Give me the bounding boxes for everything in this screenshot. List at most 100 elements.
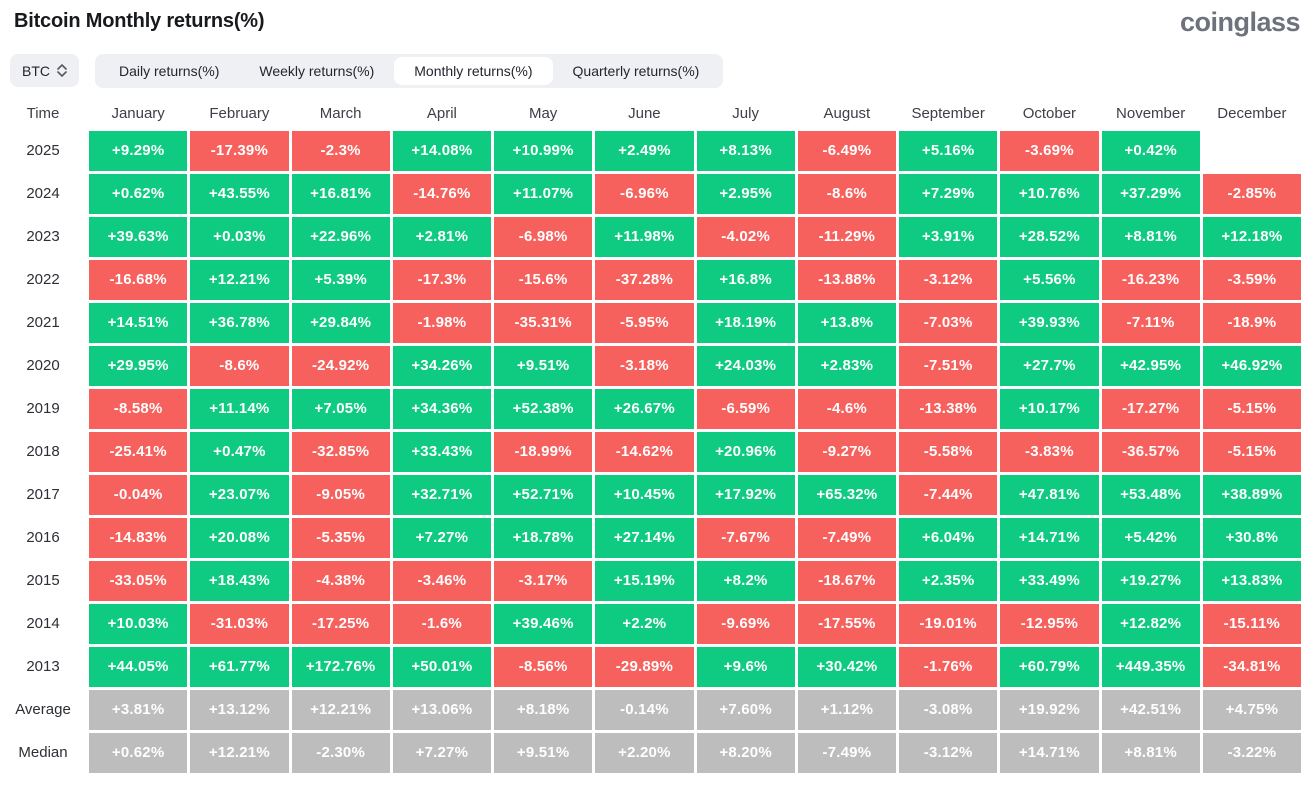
return-cell: +65.32%: [797, 474, 896, 515]
return-cell: -7.44%: [899, 474, 998, 515]
month-column-header: February: [209, 105, 270, 123]
row-label-2024: 2024: [26, 185, 60, 203]
symbol-select-value: BTC: [22, 62, 50, 79]
return-cell: -14.62%: [595, 431, 694, 472]
return-cell: -8.6%: [797, 173, 896, 214]
month-column-header: October: [1022, 105, 1077, 123]
return-cell: -7.11%: [1101, 302, 1200, 343]
return-cell: +24.03%: [696, 345, 795, 386]
return-cell: +9.51%: [494, 732, 593, 773]
row-label-2023: 2023: [26, 228, 60, 246]
row-label-2017: 2017: [26, 486, 60, 504]
return-cell: -7.03%: [899, 302, 998, 343]
return-cell: +2.83%: [797, 345, 896, 386]
return-cell: +37.29%: [1101, 173, 1200, 214]
return-cell: -37.28%: [595, 259, 694, 300]
return-cell: +2.81%: [392, 216, 491, 257]
return-cell: +2.95%: [696, 173, 795, 214]
return-cell: -3.69%: [1000, 130, 1099, 171]
return-cell: +36.78%: [190, 302, 289, 343]
return-cell: -2.85%: [1202, 173, 1301, 214]
tab-daily-returns[interactable]: Daily returns(%): [119, 62, 220, 79]
return-cell: +39.46%: [494, 603, 593, 644]
return-cell: +50.01%: [392, 646, 491, 687]
return-cell: +0.03%: [190, 216, 289, 257]
return-cell: -17.27%: [1101, 388, 1200, 429]
return-cell: +172.76%: [291, 646, 390, 687]
row-label-2015: 2015: [26, 572, 60, 590]
return-cell: +44.05%: [89, 646, 188, 687]
return-cell: +18.43%: [190, 560, 289, 601]
return-cell: -16.68%: [89, 259, 188, 300]
return-cell: -3.46%: [392, 560, 491, 601]
return-cell: -5.95%: [595, 302, 694, 343]
return-cell: +39.93%: [1000, 302, 1099, 343]
return-cell: +14.51%: [89, 302, 188, 343]
return-cell: +10.45%: [595, 474, 694, 515]
tab-weekly-returns[interactable]: Weekly returns(%): [259, 62, 375, 79]
return-cell: -3.83%: [1000, 431, 1099, 472]
return-cell: -14.76%: [392, 173, 491, 214]
return-cell: +2.49%: [595, 130, 694, 171]
return-cell: +2.20%: [595, 732, 694, 773]
return-cell: +9.29%: [89, 130, 188, 171]
return-cell: -17.55%: [797, 603, 896, 644]
return-cell: -7.49%: [797, 517, 896, 558]
row-label-2013: 2013: [26, 658, 60, 676]
symbol-select[interactable]: BTC: [10, 54, 79, 88]
return-cell: -19.01%: [899, 603, 998, 644]
return-cell: +9.51%: [494, 345, 593, 386]
return-cell: +4.75%: [1202, 689, 1301, 730]
return-cell: -6.59%: [696, 388, 795, 429]
return-cell: -5.15%: [1202, 431, 1301, 472]
tab-monthly-returns[interactable]: Monthly returns(%): [394, 56, 553, 85]
return-cell: +60.79%: [1000, 646, 1099, 687]
return-cell: +10.76%: [1000, 173, 1099, 214]
return-cell: +7.27%: [392, 732, 491, 773]
return-cell: +8.20%: [696, 732, 795, 773]
return-cell: +11.07%: [494, 173, 593, 214]
row-label-2018: 2018: [26, 443, 60, 461]
return-cell: -5.15%: [1202, 388, 1301, 429]
coinglass-logo: coinglass: [1179, 7, 1301, 37]
return-cell: +13.8%: [797, 302, 896, 343]
return-cell: +47.81%: [1000, 474, 1099, 515]
return-cell: +26.67%: [595, 388, 694, 429]
return-cell: -6.96%: [595, 173, 694, 214]
return-cell: -7.51%: [899, 345, 998, 386]
return-cell: -14.83%: [89, 517, 188, 558]
return-cell: -0.14%: [595, 689, 694, 730]
month-column-header: August: [823, 105, 871, 123]
return-cell: +27.14%: [595, 517, 694, 558]
time-column-header: Time: [26, 105, 60, 123]
return-cell: -8.58%: [89, 388, 188, 429]
return-cell: +12.21%: [291, 689, 390, 730]
return-cell: -3.12%: [899, 732, 998, 773]
return-cell: -8.56%: [494, 646, 593, 687]
row-label-2021: 2021: [26, 314, 60, 332]
return-cell: -5.35%: [291, 517, 390, 558]
return-cell: +449.35%: [1101, 646, 1200, 687]
return-cell: +10.17%: [1000, 388, 1099, 429]
return-cell: +17.92%: [696, 474, 795, 515]
return-cell: -9.05%: [291, 474, 390, 515]
return-cell: -34.81%: [1202, 646, 1301, 687]
return-cell: +8.2%: [696, 560, 795, 601]
return-cell: -18.67%: [797, 560, 896, 601]
return-cell: +42.51%: [1101, 689, 1200, 730]
return-cell: +7.05%: [291, 388, 390, 429]
return-cell: +11.98%: [595, 216, 694, 257]
tab-quarterly-returns[interactable]: Quarterly returns(%): [572, 62, 700, 79]
return-cell: +0.47%: [190, 431, 289, 472]
month-column-header: September: [911, 105, 985, 123]
controls-bar: BTC Daily returns(%) Weekly returns(%) M…: [10, 53, 1314, 88]
month-column-header: May: [528, 105, 558, 123]
return-cell: +33.43%: [392, 431, 491, 472]
return-cell: -5.58%: [899, 431, 998, 472]
row-label-median: Median: [18, 744, 68, 762]
return-cell: +13.06%: [392, 689, 491, 730]
return-cell: +52.38%: [494, 388, 593, 429]
return-cell: +7.60%: [696, 689, 795, 730]
returns-table: Time January February March April May June Jul…: [0, 100, 1301, 773]
return-cell: +22.96%: [291, 216, 390, 257]
